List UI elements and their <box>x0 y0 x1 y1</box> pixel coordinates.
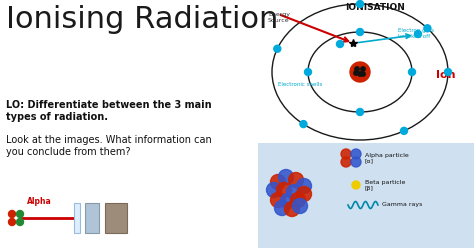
Circle shape <box>271 192 285 208</box>
Circle shape <box>341 157 351 167</box>
FancyBboxPatch shape <box>105 203 127 233</box>
Text: Look at the images. What information can
you conclude from them?: Look at the images. What information can… <box>6 135 212 156</box>
Circle shape <box>356 29 364 35</box>
Circle shape <box>352 181 360 189</box>
Circle shape <box>297 179 311 193</box>
Text: Ionising Radiation: Ionising Radiation <box>6 5 278 34</box>
Text: Gamma rays: Gamma rays <box>382 202 422 207</box>
Circle shape <box>286 185 301 199</box>
Circle shape <box>297 186 311 201</box>
Circle shape <box>274 45 281 52</box>
Circle shape <box>361 67 365 71</box>
Circle shape <box>271 175 285 189</box>
Circle shape <box>424 25 431 32</box>
Circle shape <box>17 218 24 225</box>
Circle shape <box>337 40 344 48</box>
Circle shape <box>9 218 16 225</box>
Text: Beta particle
[β]: Beta particle [β] <box>365 180 405 191</box>
Circle shape <box>409 68 416 75</box>
Circle shape <box>289 173 303 187</box>
Text: Electron gets
knocked off: Electron gets knocked off <box>398 28 434 39</box>
Text: Alpha: Alpha <box>27 197 52 206</box>
Circle shape <box>354 71 358 75</box>
Text: Alpha particle
[α]: Alpha particle [α] <box>365 153 409 164</box>
Circle shape <box>356 0 364 7</box>
Circle shape <box>350 62 370 82</box>
Circle shape <box>292 198 308 214</box>
Circle shape <box>274 200 290 216</box>
Circle shape <box>291 192 306 208</box>
Circle shape <box>17 211 24 217</box>
Circle shape <box>414 31 421 37</box>
Circle shape <box>351 157 361 167</box>
Circle shape <box>445 68 452 75</box>
Circle shape <box>304 68 311 75</box>
Circle shape <box>341 149 351 159</box>
Circle shape <box>355 67 359 71</box>
Circle shape <box>281 193 295 209</box>
Circle shape <box>284 201 300 217</box>
Circle shape <box>401 127 408 134</box>
Text: Ion: Ion <box>436 70 456 80</box>
Circle shape <box>358 72 362 76</box>
Circle shape <box>361 72 365 76</box>
Text: Electronic shells: Electronic shells <box>278 82 322 87</box>
Circle shape <box>356 109 364 116</box>
Text: IONISATION: IONISATION <box>345 3 405 12</box>
FancyBboxPatch shape <box>74 203 80 233</box>
Circle shape <box>351 149 361 159</box>
Circle shape <box>279 169 293 185</box>
Circle shape <box>9 211 16 217</box>
Circle shape <box>276 183 292 197</box>
Text: Energy
Source: Energy Source <box>268 12 290 23</box>
FancyBboxPatch shape <box>85 203 99 233</box>
FancyBboxPatch shape <box>258 143 474 248</box>
Circle shape <box>266 183 282 197</box>
Circle shape <box>300 121 307 127</box>
Text: LO: Differentiate between the 3 main
types of radiation.: LO: Differentiate between the 3 main typ… <box>6 100 211 122</box>
